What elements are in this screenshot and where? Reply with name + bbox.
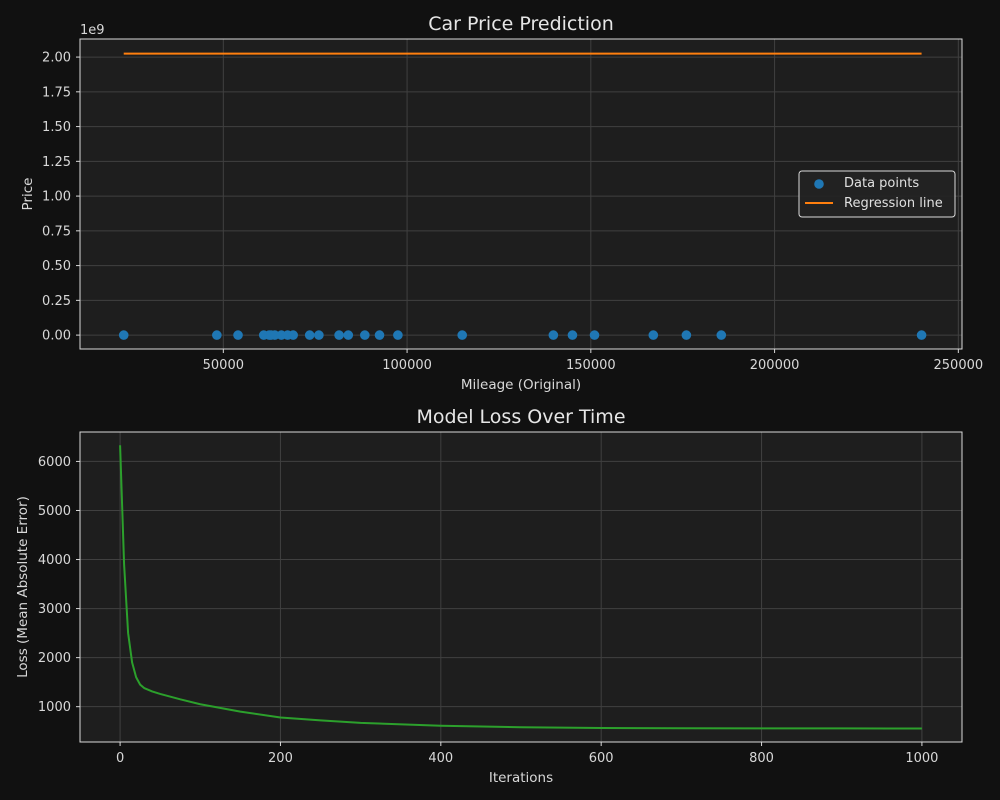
scatter-point [648, 330, 659, 340]
x-tick-label: 200000 [750, 358, 800, 373]
x-tick-label: 250000 [934, 358, 984, 373]
scatter-point [457, 330, 468, 340]
x-tick-label: 400 [428, 751, 453, 766]
scatter-point [288, 330, 298, 340]
y-tick-label: 2000 [38, 651, 71, 666]
legend: Data points Regression line [798, 170, 956, 218]
y-tick-label: 0.75 [42, 224, 71, 239]
y-offset-label: 1e9 [80, 23, 105, 38]
scatter-point [567, 330, 578, 340]
legend-label-regression-line: Regression line [844, 196, 943, 211]
scatter-point [314, 330, 324, 340]
legend-label-data-points: Data points [844, 176, 919, 191]
scatter-point [334, 330, 344, 340]
axes-frame-2 [79, 431, 963, 743]
x-tick-label: 200 [268, 751, 293, 766]
x-tick-label: 1000 [905, 751, 938, 766]
x-tick-label: 800 [749, 751, 774, 766]
y-tick-label: 2.00 [42, 51, 71, 66]
x-tick-label: 0 [116, 751, 124, 766]
y-tick-label: 0.50 [42, 259, 71, 274]
x-axis-label: Mileage (Original) [461, 377, 581, 393]
plot-area-2 [119, 445, 922, 730]
x-tick-label: 600 [589, 751, 614, 766]
scatter-point [212, 330, 222, 340]
y-axis-label: Loss (Mean Absolute Error) [15, 496, 31, 678]
chart-title: Model Loss Over Time [416, 406, 625, 428]
chart-title: Car Price Prediction [428, 13, 614, 35]
x-tick-label: 150000 [566, 358, 616, 373]
scatter-point [374, 330, 385, 340]
y-tick-label: 1.50 [42, 120, 71, 135]
y-tick-label: 1.75 [42, 85, 71, 100]
y-tick-label: 1.25 [42, 155, 71, 170]
scatter-point [681, 330, 692, 340]
scatter-point [269, 330, 280, 340]
y-tick-label: 1000 [38, 700, 71, 715]
scatter-point [118, 330, 129, 340]
scatter-point [393, 330, 403, 340]
scatter-point [716, 330, 727, 340]
plot-area-1 [118, 52, 927, 340]
y-tick-label: 0.00 [42, 329, 71, 344]
scatter-point [233, 330, 243, 340]
scatter-point [589, 330, 600, 340]
y-tick-label: 1.00 [42, 190, 71, 205]
y-tick-label: 5000 [38, 504, 71, 519]
y-tick-label: 6000 [38, 455, 71, 470]
y-axis-label: Price [20, 178, 36, 211]
scatter-point [916, 330, 927, 340]
legend-box [798, 170, 956, 218]
y-tick-label: 0.25 [42, 294, 71, 309]
x-tick-label: 100000 [382, 358, 432, 373]
scatter-point [304, 330, 315, 340]
axes-background-2 [80, 432, 962, 742]
y-tick-label: 4000 [38, 553, 71, 568]
y-tick-label: 3000 [38, 602, 71, 617]
axes-frame-1 [79, 38, 963, 350]
legend-marker-data-points [814, 179, 824, 189]
x-tick-label: 50000 [203, 358, 244, 373]
scatter-point [343, 330, 354, 340]
scatter-point [360, 330, 370, 340]
x-axis-label: Iterations [489, 770, 553, 786]
loss-curve [119, 445, 922, 730]
scatter-point [548, 330, 559, 340]
